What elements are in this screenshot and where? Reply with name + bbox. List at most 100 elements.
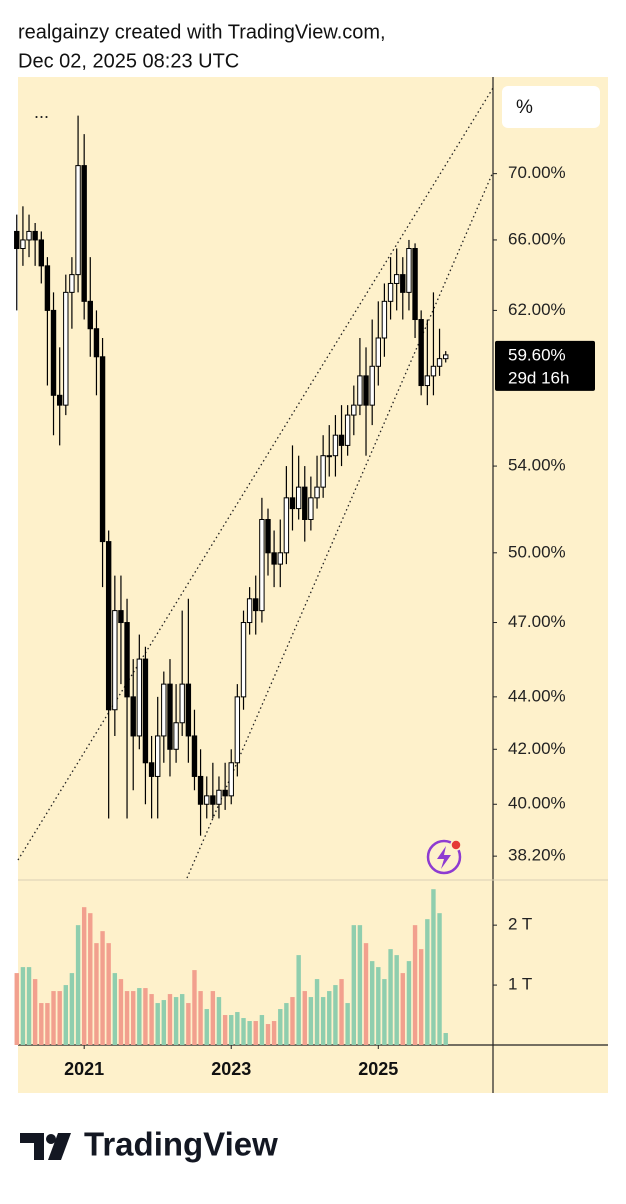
candle-body: [14, 230, 20, 250]
x-tick-label: 2025: [358, 1059, 398, 1079]
volume-bar: [216, 997, 222, 1045]
volume-bar: [161, 1000, 167, 1045]
candle-body: [289, 497, 296, 510]
volume-bar: [406, 961, 412, 1045]
volume-bar: [106, 943, 111, 1045]
candle-body: [173, 722, 179, 750]
candle-body: [443, 354, 449, 360]
volume-bar: [20, 967, 26, 1045]
volume-bar: [124, 991, 130, 1045]
candle-body: [295, 486, 302, 510]
volume-bar: [149, 994, 154, 1045]
volume-bar: [394, 955, 399, 1045]
y-tick-label: 44.00%: [508, 686, 566, 705]
candle-body: [204, 795, 210, 805]
candle-body: [234, 696, 241, 764]
menu-dots[interactable]: ...: [34, 102, 49, 122]
candle-body: [63, 291, 69, 406]
y-tick-label: 42.00%: [508, 739, 566, 758]
alert-bolt[interactable]: [437, 846, 451, 869]
volume-bar: [369, 961, 375, 1045]
volume-bar: [388, 949, 393, 1045]
volume-bar: [94, 943, 99, 1045]
volume-bar: [431, 889, 436, 1045]
volume-bar: [437, 913, 442, 1045]
volume-bar: [290, 997, 295, 1045]
volume-bar: [265, 1024, 271, 1045]
volume-bar: [229, 1015, 234, 1045]
candle-body: [369, 365, 375, 406]
volume-bar: [155, 1003, 160, 1045]
volume-bar: [26, 967, 32, 1045]
candle-body: [283, 497, 290, 554]
candle-body: [20, 239, 26, 250]
candle-body: [155, 735, 161, 777]
candle-body: [197, 775, 204, 805]
candle-body: [161, 683, 167, 737]
alert-ring[interactable]: [426, 839, 462, 875]
volume-bar: [271, 1021, 277, 1045]
y-tick-label: 54.00%: [508, 456, 566, 475]
volume-bar: [112, 973, 118, 1045]
candle-body: [332, 434, 339, 457]
y-tick-label: 62.00%: [508, 300, 566, 319]
candle-body: [87, 300, 93, 330]
volume-bar: [363, 943, 369, 1045]
candle-body: [253, 598, 259, 612]
alert-dot[interactable]: [450, 839, 462, 851]
candle-body: [259, 518, 265, 612]
scale-button[interactable]: [502, 86, 600, 128]
volume-bar: [412, 925, 418, 1045]
logo-mark: [46, 1134, 56, 1144]
volume-bar: [357, 925, 363, 1045]
candle-body: [357, 375, 363, 406]
header-line: Dec 02, 2025 08:23 UTC: [18, 50, 239, 72]
candle-body: [314, 486, 320, 499]
candle-body: [344, 414, 351, 446]
volume-bar: [14, 973, 19, 1045]
candle-body: [136, 658, 143, 737]
scale-button-label[interactable]: %: [516, 97, 533, 118]
candle-body: [210, 795, 216, 805]
candle-body: [351, 404, 357, 416]
volume-bar: [179, 994, 185, 1045]
y-tick-label: 66.00%: [508, 229, 566, 248]
logo-text: TradingView: [84, 1126, 278, 1163]
volume-bar: [51, 991, 56, 1045]
candle-body: [185, 683, 192, 737]
volume-tick-label: 2 T: [508, 915, 532, 934]
candle-body: [400, 274, 406, 293]
volume-bar: [247, 1021, 252, 1045]
candle-body: [363, 375, 369, 406]
volume-bar: [418, 949, 424, 1045]
volume-bar: [210, 991, 216, 1045]
candle-body: [222, 789, 228, 797]
candle-body: [56, 394, 63, 406]
volume-bar: [143, 988, 148, 1045]
candle-body: [44, 265, 51, 311]
candle-body: [412, 248, 418, 321]
candle-body: [142, 658, 149, 764]
volume-bar: [425, 919, 430, 1045]
candle-body: [124, 622, 130, 698]
candle-body: [240, 622, 247, 698]
volume-bar: [333, 985, 338, 1045]
volume-bar: [39, 1003, 44, 1045]
candle-body: [191, 735, 198, 777]
volume-bar: [75, 925, 81, 1045]
candle-body: [38, 239, 45, 267]
candle-body: [430, 365, 437, 377]
y-tick-label: 47.00%: [508, 612, 566, 631]
alert-icon[interactable]: [426, 839, 462, 875]
volume-bar: [284, 1003, 289, 1045]
volume-bar: [192, 970, 197, 1045]
chart-panel: [18, 77, 608, 1093]
logo: TradingView: [20, 1126, 278, 1163]
volume-bar: [302, 991, 307, 1045]
header-line: realgainzy created with TradingView.com,: [18, 21, 386, 43]
candle-body: [265, 518, 271, 554]
volume-bar: [376, 967, 381, 1045]
candle-body: [228, 762, 234, 797]
candle-body: [271, 552, 277, 565]
